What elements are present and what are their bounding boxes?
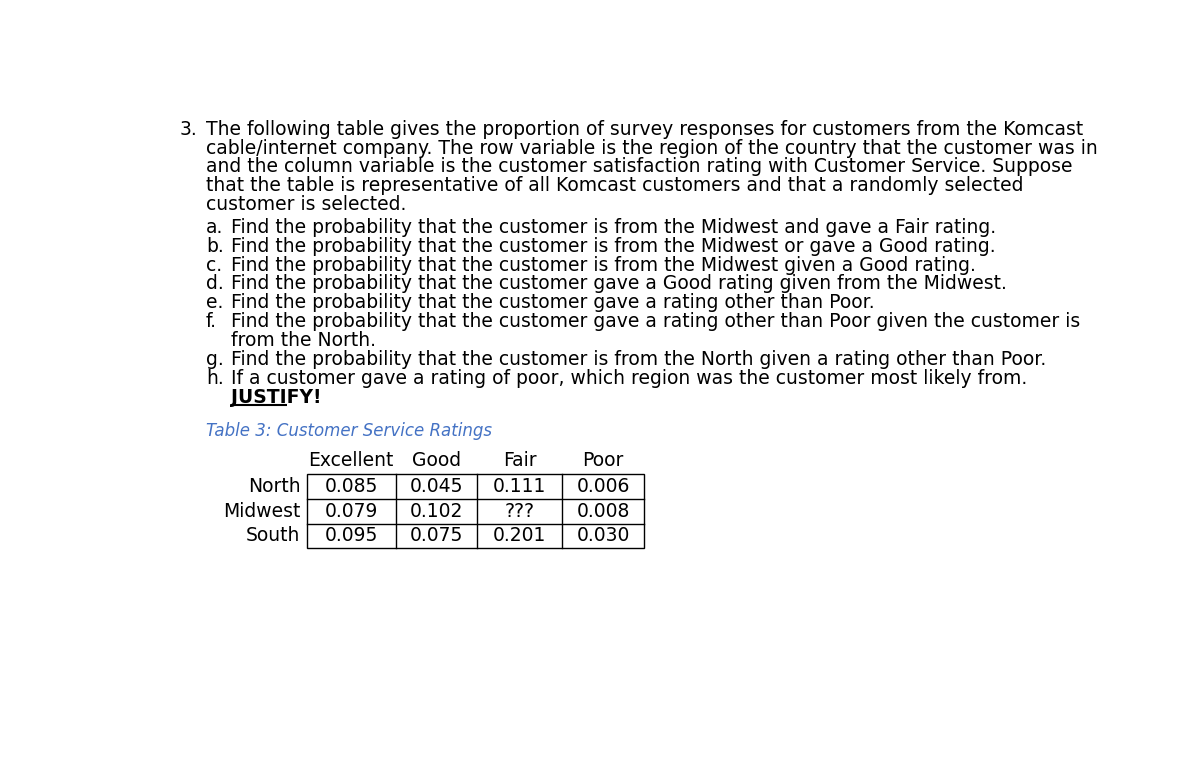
Text: customer is selected.: customer is selected.: [206, 195, 406, 214]
Text: c.: c.: [206, 256, 222, 274]
Text: 0.201: 0.201: [493, 526, 546, 545]
Text: Find the probability that the customer gave a rating other than Poor given the c: Find the probability that the customer g…: [232, 312, 1081, 331]
Text: JUSTIFY!: JUSTIFY!: [232, 388, 322, 407]
Text: 0.075: 0.075: [409, 526, 463, 545]
Text: 0.095: 0.095: [324, 526, 378, 545]
Text: 0.085: 0.085: [324, 477, 378, 496]
Text: 0.008: 0.008: [576, 502, 630, 521]
Text: 0.102: 0.102: [409, 502, 463, 521]
Text: from the North.: from the North.: [232, 331, 377, 350]
Text: 0.030: 0.030: [576, 526, 630, 545]
Text: Find the probability that the customer is from the Midwest or gave a Good rating: Find the probability that the customer i…: [232, 237, 996, 256]
Text: 0.079: 0.079: [324, 502, 378, 521]
Text: North: North: [247, 477, 300, 496]
Text: Find the probability that the customer gave a Good rating given from the Midwest: Find the probability that the customer g…: [232, 274, 1007, 293]
Text: b.: b.: [206, 237, 223, 256]
Text: Excellent: Excellent: [308, 451, 394, 470]
Text: Find the probability that the customer is from the North given a rating other th: Find the probability that the customer i…: [232, 350, 1046, 369]
Text: d.: d.: [206, 274, 223, 293]
Text: Midwest: Midwest: [223, 502, 300, 521]
Text: and the column variable is the customer satisfaction rating with Customer Servic: and the column variable is the customer …: [206, 157, 1073, 176]
Text: Find the probability that the customer gave a rating other than Poor.: Find the probability that the customer g…: [232, 293, 875, 313]
Text: Poor: Poor: [582, 451, 624, 470]
Text: a.: a.: [206, 218, 223, 237]
Text: h.: h.: [206, 368, 223, 388]
Text: 3.: 3.: [180, 119, 197, 139]
Text: Find the probability that the customer is from the Midwest given a Good rating.: Find the probability that the customer i…: [232, 256, 977, 274]
Text: The following table gives the proportion of survey responses for customers from : The following table gives the proportion…: [206, 119, 1084, 139]
Text: 0.045: 0.045: [409, 477, 463, 496]
Text: g.: g.: [206, 350, 223, 369]
Text: South: South: [246, 526, 300, 545]
Bar: [306, 474, 643, 548]
Text: 0.111: 0.111: [493, 477, 546, 496]
Text: Good: Good: [412, 451, 461, 470]
Text: that the table is representative of all Komcast customers and that a randomly se: that the table is representative of all …: [206, 176, 1024, 195]
Text: f.: f.: [206, 312, 217, 331]
Text: Find the probability that the customer is from the Midwest and gave a Fair ratin: Find the probability that the customer i…: [232, 218, 996, 237]
Text: cable/internet company. The row variable is the region of the country that the c: cable/internet company. The row variable…: [206, 139, 1098, 158]
Text: e.: e.: [206, 293, 223, 313]
Text: ???: ???: [505, 502, 535, 521]
Text: Fair: Fair: [503, 451, 536, 470]
Text: Table 3: Customer Service Ratings: Table 3: Customer Service Ratings: [206, 422, 492, 440]
Text: 0.006: 0.006: [576, 477, 630, 496]
Text: If a customer gave a rating of poor, which region was the customer most likely f: If a customer gave a rating of poor, whi…: [232, 368, 1027, 388]
